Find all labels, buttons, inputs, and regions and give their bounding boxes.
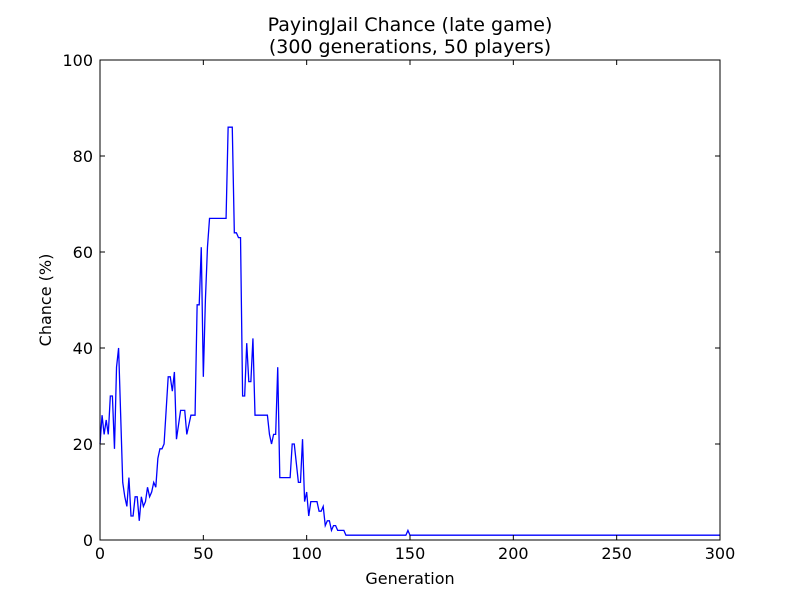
y-axis-label: Chance (%) <box>36 254 55 347</box>
plot-frame <box>99 59 721 541</box>
y-tick-label: 40 <box>73 339 93 358</box>
x-tick-label: 50 <box>193 544 213 563</box>
x-tick-label: 150 <box>395 544 426 563</box>
x-axis-label: Generation <box>365 569 454 588</box>
chart-title: PayingJail Chance (late game) <box>268 14 553 36</box>
x-tick-label: 250 <box>601 544 632 563</box>
axis-ticks: 0 50 100 150 200 250 300 0 20 40 60 80 100 <box>62 51 735 563</box>
y-tick-label: 20 <box>73 435 93 454</box>
series-line <box>99 126 720 536</box>
y-tick-label: 0 <box>83 531 93 550</box>
y-tick-label: 100 <box>62 51 93 70</box>
plot-area <box>100 60 720 540</box>
x-tick-label: 0 <box>95 544 105 563</box>
x-tick-label: 200 <box>498 544 529 563</box>
x-tick-label: 100 <box>291 544 322 563</box>
y-tick-label: 60 <box>73 243 93 262</box>
x-tick-label: 300 <box>705 544 736 563</box>
chart-subtitle: (300 generations, 50 players) <box>269 36 551 58</box>
y-tick-label: 80 <box>73 147 93 166</box>
